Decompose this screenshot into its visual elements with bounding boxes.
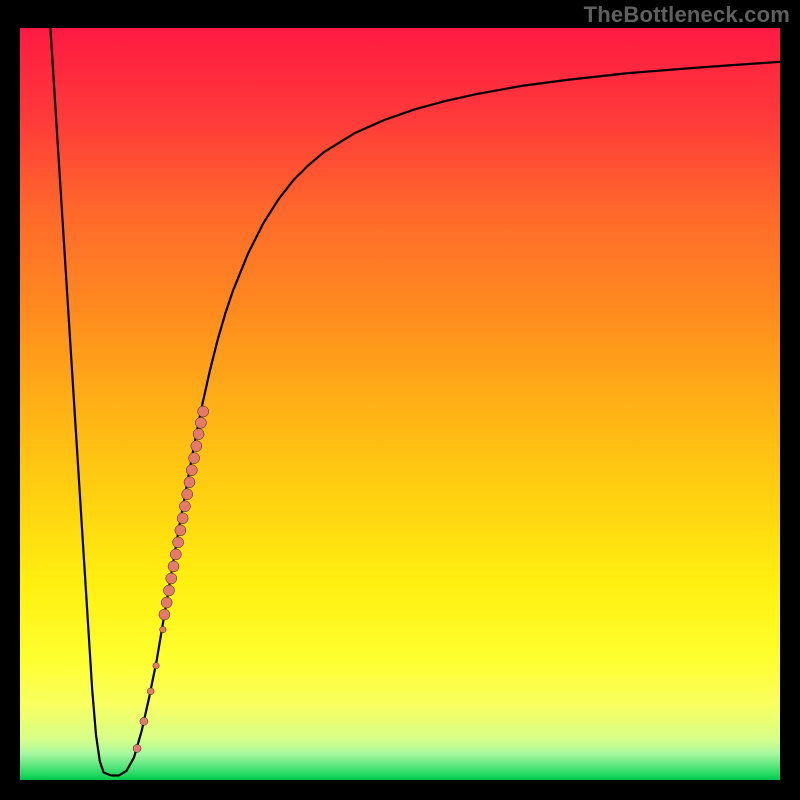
data-marker (189, 453, 200, 464)
data-marker (168, 561, 179, 572)
data-marker (175, 525, 186, 536)
data-marker (163, 585, 174, 596)
chart-svg (0, 0, 800, 800)
data-marker (159, 609, 170, 620)
data-marker (195, 417, 206, 428)
data-marker (153, 663, 159, 669)
data-marker (184, 477, 195, 488)
data-marker (173, 537, 184, 548)
data-marker (182, 489, 193, 500)
data-marker (177, 513, 188, 524)
data-marker (147, 688, 154, 695)
data-marker (140, 717, 148, 725)
data-marker (193, 429, 204, 440)
data-marker (160, 626, 166, 632)
data-marker (166, 573, 177, 584)
watermark-text: TheBottleneck.com (584, 2, 790, 28)
data-marker (191, 441, 202, 452)
data-marker (133, 744, 141, 752)
data-marker (179, 501, 190, 512)
data-marker (186, 465, 197, 476)
data-marker (198, 406, 209, 417)
data-marker (161, 597, 172, 608)
data-marker (170, 549, 181, 560)
